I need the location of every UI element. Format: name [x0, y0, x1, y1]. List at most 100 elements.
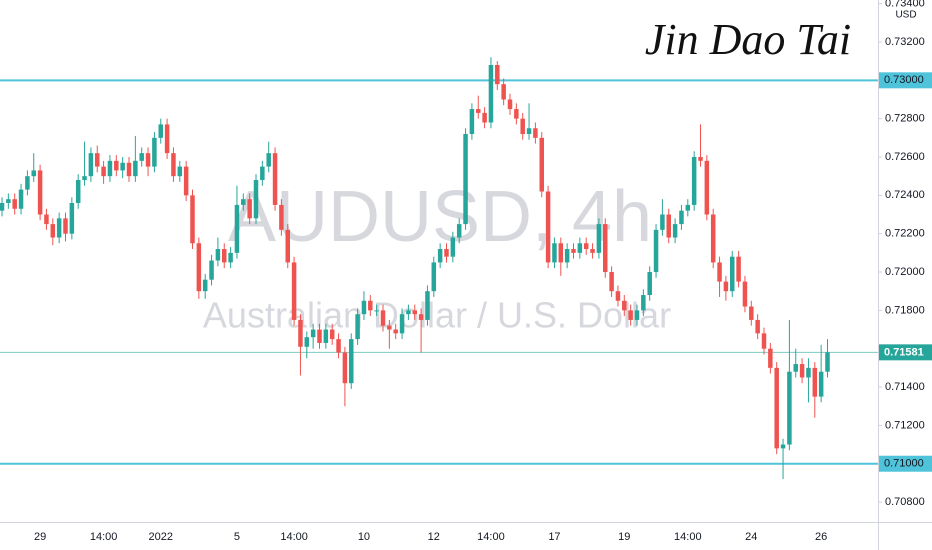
- candle-body: [399, 314, 405, 334]
- candle-body: [18, 189, 24, 209]
- candle-body: [704, 160, 710, 215]
- y-tick-label: 0.71200: [885, 419, 925, 431]
- candle-body: [780, 444, 786, 449]
- candle-body: [88, 153, 94, 177]
- candle-body: [558, 243, 564, 263]
- candle-body: [196, 243, 202, 292]
- x-tick-label: 29: [34, 531, 46, 543]
- candle-body: [342, 352, 348, 384]
- candle-body: [787, 371, 792, 445]
- candle-body: [501, 84, 506, 100]
- candle-body: [114, 160, 119, 171]
- candle-body: [545, 191, 551, 263]
- x-tick-label: 2022: [149, 531, 173, 543]
- candle-body: [0, 203, 5, 211]
- currency-label: USD: [895, 10, 916, 21]
- candle-body: [291, 262, 297, 320]
- candle-body: [799, 364, 805, 378]
- candle-body: [495, 64, 500, 85]
- candle-body: [101, 166, 106, 177]
- watermark-description: Australian Dollar / U.S. Dollar: [203, 295, 671, 336]
- candle-body: [622, 300, 627, 311]
- candle-body: [355, 314, 360, 340]
- candle-body: [368, 300, 373, 311]
- last-price-label: 0.71581: [884, 346, 924, 358]
- candle-body: [526, 128, 532, 134]
- candle-body: [272, 153, 278, 205]
- candle-body: [126, 162, 132, 177]
- x-tick-label: 12: [428, 531, 440, 543]
- last-price-box: [879, 344, 932, 361]
- x-tick-label: 19: [618, 531, 630, 543]
- candle-body: [323, 329, 329, 343]
- level-price-label: 0.71000: [884, 458, 924, 470]
- candle-body: [317, 329, 322, 343]
- candle-body: [609, 272, 614, 292]
- y-tick-label: 0.71800: [885, 304, 925, 316]
- candle-body: [393, 329, 398, 334]
- candle-body: [571, 249, 576, 253]
- candle-body: [418, 314, 424, 320]
- candle-body: [698, 157, 703, 161]
- candle-body: [596, 224, 602, 253]
- x-tick-label: 14:00: [477, 531, 505, 543]
- x-tick-label: 24: [745, 531, 757, 543]
- candle-body: [202, 279, 208, 292]
- candle-body: [666, 214, 671, 238]
- level-price-box: [879, 455, 932, 472]
- signature: Jin Dao Tai: [645, 15, 851, 64]
- y-tick-label: 0.73400: [885, 0, 925, 10]
- y-tick-label: 0.72400: [885, 189, 925, 201]
- candle-body: [742, 281, 748, 307]
- candle-body: [107, 160, 113, 177]
- candle-body: [768, 348, 773, 368]
- candle-body: [444, 249, 449, 257]
- y-tick-label: 0.73200: [885, 36, 925, 48]
- candle-body: [387, 325, 392, 330]
- candle-body: [183, 166, 189, 196]
- candle-body: [152, 137, 157, 167]
- candle-body: [310, 329, 316, 338]
- candle-body: [164, 124, 170, 154]
- candle-body: [234, 204, 240, 253]
- candle-body: [539, 137, 544, 192]
- candle-body: [749, 306, 754, 320]
- candle-body: [812, 367, 818, 397]
- candle-body: [685, 204, 691, 211]
- candle-body: [533, 128, 538, 138]
- candle-body: [209, 260, 214, 280]
- candle-body: [755, 319, 760, 334]
- candle-body: [374, 310, 379, 312]
- candle-body: [37, 170, 43, 215]
- candle-body: [482, 112, 487, 123]
- candle-body: [31, 170, 36, 177]
- candle-body: [304, 337, 310, 347]
- candle-body: [361, 300, 367, 315]
- candle-body: [120, 162, 125, 171]
- candle-body: [672, 224, 678, 238]
- candle-body: [12, 199, 17, 209]
- level-price-label: 0.73000: [884, 74, 924, 86]
- candle-body: [603, 224, 608, 273]
- candle-body: [190, 195, 195, 244]
- candle-body: [222, 249, 227, 263]
- candle-body: [298, 319, 303, 347]
- candle-body: [577, 243, 583, 253]
- candle-body: [469, 109, 475, 134]
- candle-body: [507, 99, 513, 110]
- candle-body: [25, 176, 30, 190]
- candle-body: [336, 339, 341, 353]
- candle-body: [412, 310, 417, 315]
- candle-body: [247, 199, 252, 219]
- candle-body: [6, 199, 11, 204]
- y-tick-label: 0.71400: [885, 381, 925, 393]
- candle-body: [456, 224, 462, 238]
- candle-body: [145, 153, 151, 167]
- candle-body: [56, 218, 62, 238]
- candle-body: [406, 310, 411, 315]
- candle-body: [793, 364, 798, 372]
- candle-body: [50, 224, 56, 238]
- candle-body: [215, 249, 221, 261]
- candle-body: [279, 204, 284, 230]
